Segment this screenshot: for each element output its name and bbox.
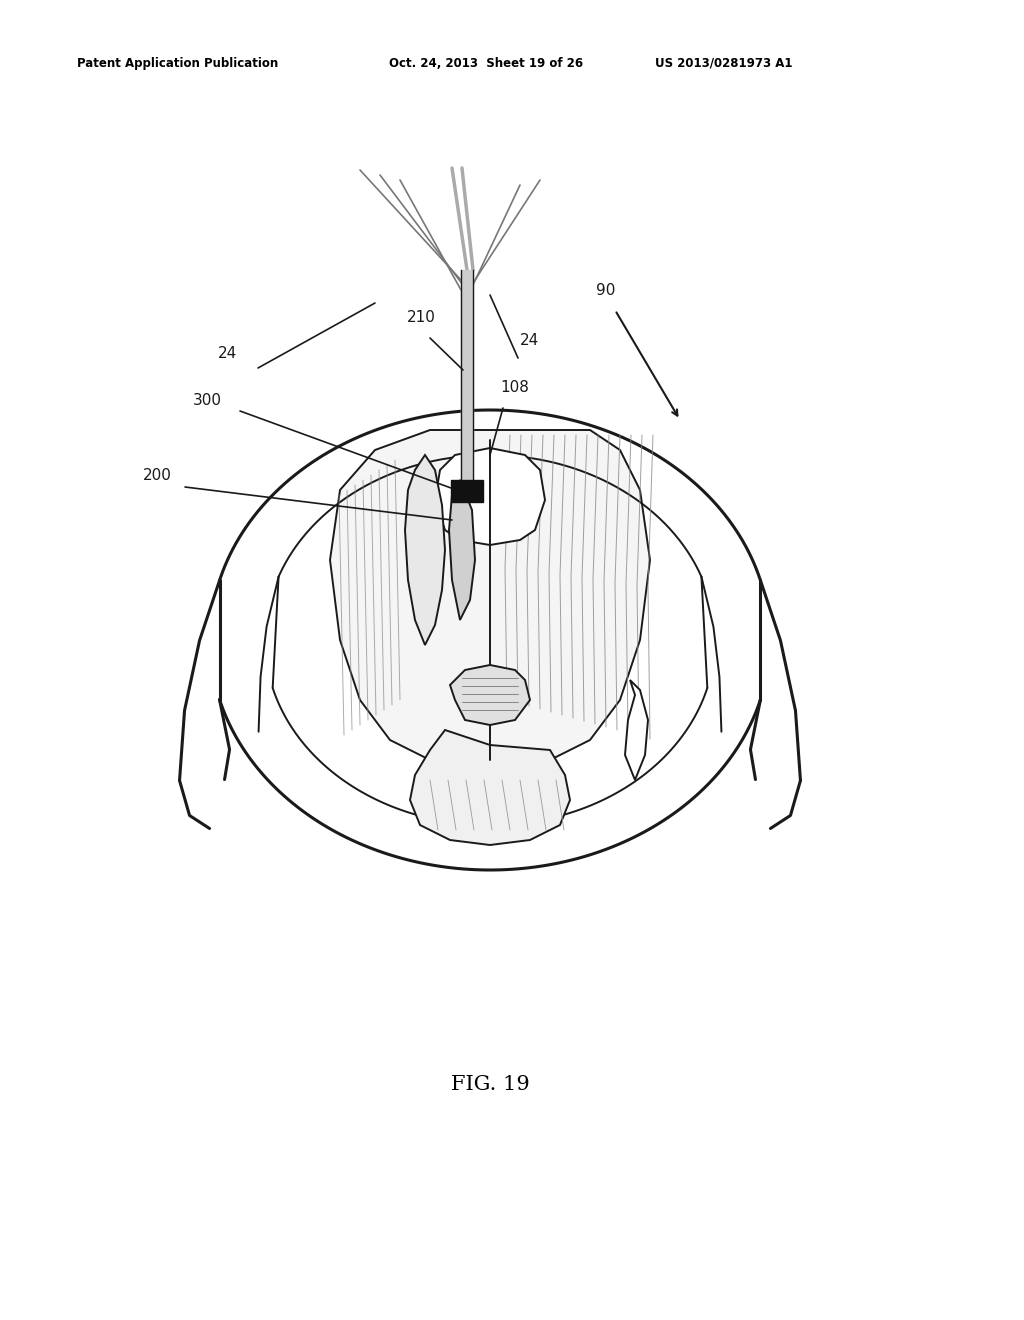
Text: 24: 24 [520, 333, 540, 348]
Text: Patent Application Publication: Patent Application Publication [77, 57, 279, 70]
Text: 300: 300 [193, 393, 222, 408]
Text: 108: 108 [500, 380, 528, 395]
Bar [451, 480, 483, 502]
Text: 90: 90 [596, 282, 615, 298]
Text: 200: 200 [143, 469, 172, 483]
Text: 24: 24 [218, 346, 238, 360]
Text: 210: 210 [407, 310, 436, 325]
Polygon shape [406, 455, 445, 645]
Polygon shape [435, 447, 545, 545]
Polygon shape [330, 430, 650, 770]
Polygon shape [450, 665, 530, 725]
Text: Oct. 24, 2013  Sheet 19 of 26: Oct. 24, 2013 Sheet 19 of 26 [389, 57, 584, 70]
Polygon shape [410, 730, 570, 845]
Text: US 2013/0281973 A1: US 2013/0281973 A1 [655, 57, 793, 70]
Bar [461, 271, 473, 484]
Polygon shape [449, 480, 475, 620]
Polygon shape [625, 680, 648, 780]
Text: FIG. 19: FIG. 19 [451, 1076, 529, 1094]
